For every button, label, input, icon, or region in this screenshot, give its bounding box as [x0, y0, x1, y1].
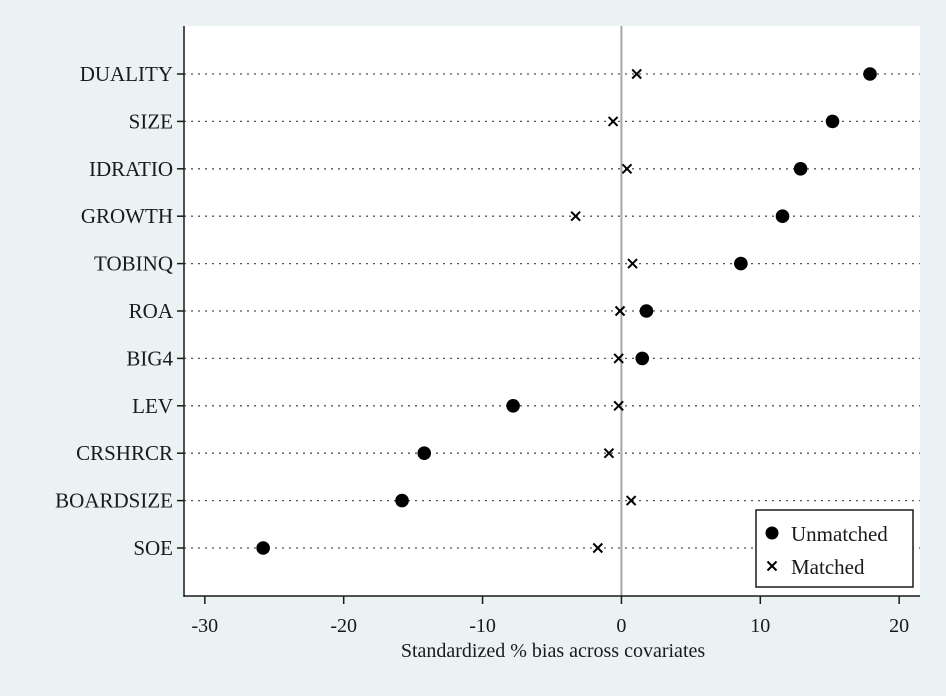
category-label-soe: SOE — [133, 536, 173, 560]
unmatched-point-duality — [863, 67, 877, 81]
category-label-idratio: IDRATIO — [89, 157, 173, 181]
legend-matched-marker — [766, 560, 778, 572]
category-label-tobinq: TOBINQ — [94, 252, 173, 276]
matched-point-idratio — [621, 163, 633, 175]
category-label-crshrcr: CRSHRCR — [76, 441, 173, 465]
matched-point-lev — [613, 400, 624, 412]
x-axis-title: Standardized % bias across covariates — [401, 640, 706, 662]
unmatched-point-lev — [506, 399, 520, 413]
category-label-size: SIZE — [129, 109, 173, 133]
x-tick-label: -20 — [330, 615, 357, 637]
unmatched-point-big4 — [635, 351, 650, 366]
category-label-big4: BIG4 — [126, 346, 173, 370]
matched-point-crshrcr — [603, 447, 615, 459]
x-tick-label: -10 — [469, 615, 496, 637]
matched-point-growth — [570, 210, 581, 222]
plot-area — [184, 26, 920, 596]
legend: Unmatched Matched — [755, 509, 914, 588]
unmatched-point-tobinq — [734, 256, 748, 271]
unmatched-point-growth — [775, 209, 790, 223]
category-label-roa: ROA — [129, 299, 174, 323]
unmatched-point-soe — [256, 541, 270, 555]
matched-point-big4 — [613, 353, 624, 364]
category-label-boardsize: BOARDSIZE — [55, 489, 173, 513]
legend-matched-label: Matched — [791, 555, 865, 579]
matched-point-tobinq — [627, 258, 638, 269]
unmatched-point-idratio — [793, 162, 808, 176]
unmatched-point-crshrcr — [417, 446, 432, 461]
category-labels: DUALITY SIZE IDRATIO GROWTH TOBINQ ROA BIG4 LEV… — [55, 62, 184, 560]
matched-point-size — [607, 116, 619, 127]
legend-unmatched-marker — [765, 526, 779, 540]
unmatched-point-roa — [639, 304, 654, 318]
category-label-duality: DUALITY — [80, 62, 173, 86]
matched-point-roa — [614, 305, 626, 317]
category-label-growth: GROWTH — [81, 204, 173, 228]
category-label-lev: LEV — [132, 394, 173, 418]
legend-unmatched-label: Unmatched — [791, 522, 888, 546]
matched-point-boardsize — [625, 495, 637, 506]
matched-point-soe — [592, 542, 604, 554]
unmatched-point-size — [825, 114, 840, 129]
x-tick-label: 0 — [616, 615, 626, 637]
x-tick-label: 10 — [750, 615, 770, 637]
unmatched-point-boardsize — [395, 493, 409, 508]
x-tick-label: -30 — [191, 615, 218, 637]
x-axis-ticks: -30 -20 -10 0 10 20 — [191, 596, 909, 637]
data-points — [256, 67, 877, 555]
x-tick-label: 20 — [889, 615, 909, 637]
matched-point-duality — [631, 68, 642, 80]
legend-box — [755, 509, 914, 588]
